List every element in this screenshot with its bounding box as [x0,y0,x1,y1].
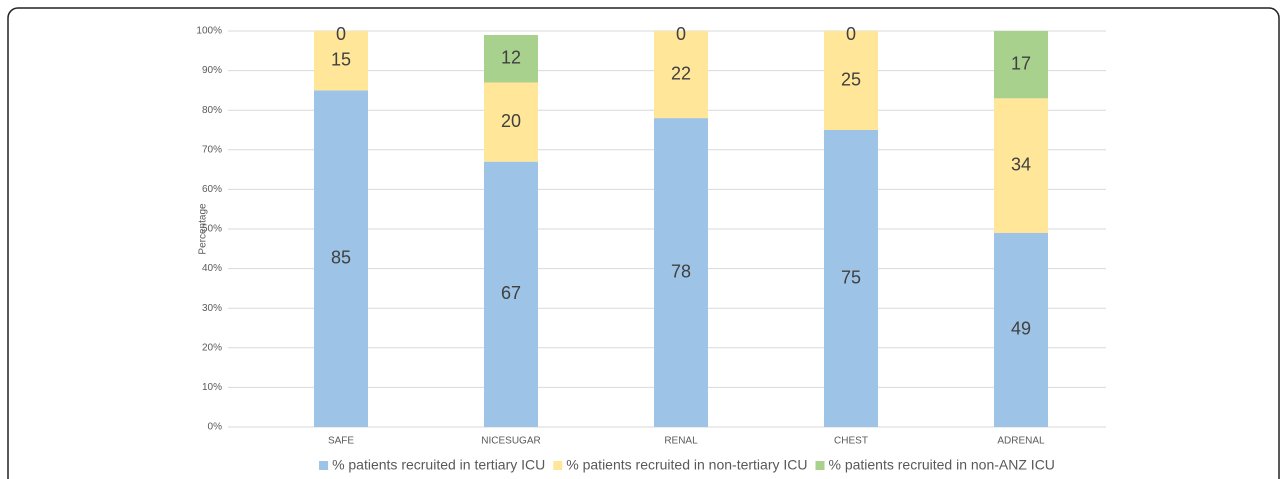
legend-label: % patients recruited in non-ANZ ICU [828,457,1054,473]
bar-segment [314,90,368,428]
legend-swatch [553,461,563,470]
y-tick-label: 60% [202,184,222,195]
bar-segment [314,31,368,91]
y-tick-label: 100% [196,26,222,37]
data-label: 85 [331,247,351,267]
data-label: 12 [501,47,521,67]
bar-segment [994,232,1048,427]
y-tick-label: 10% [202,382,222,393]
x-tick-label: CHEST [834,436,868,447]
bar-segment [654,118,708,428]
bar-segment [484,82,538,162]
legend-swatch [319,461,329,470]
legend-label: % patients recruited in non-tertiary ICU [566,457,807,473]
data-label: 0 [336,24,346,44]
data-label: 0 [676,24,686,44]
y-tick-label: 0% [208,422,223,433]
data-label: 20 [501,111,521,131]
data-label: 49 [1011,319,1031,339]
bar-segment [994,31,1048,99]
data-label: 0 [846,24,856,44]
bar-segment [654,31,708,119]
y-tick-label: 30% [202,303,222,314]
bar-segment [824,130,878,427]
bar-segment [994,98,1048,233]
y-tick-label: 90% [202,65,222,76]
data-label: 67 [501,283,521,303]
data-label: 25 [841,69,861,89]
bar-segment [824,31,878,130]
bar-segment [484,34,538,83]
y-axis-label: Percentage [198,203,209,255]
y-tick-label: 80% [202,105,222,116]
data-label: 78 [671,261,691,281]
x-tick-label: RENAL [664,436,698,447]
legend-swatch [815,461,825,470]
data-label: 75 [841,267,861,287]
legend-label: % patients recruited in tertiary ICU [332,457,545,473]
bar-segment [484,161,538,427]
y-tick-label: 70% [202,144,222,155]
x-tick-label: SAFE [328,436,354,447]
y-tick-label: 40% [202,263,222,274]
x-tick-label: ADRENAL [997,436,1045,447]
frame [7,7,1280,479]
data-label: 15 [331,49,351,69]
y-tick-label: 50% [202,224,222,235]
data-label: 17 [1011,53,1031,73]
x-tick-label: NICESUGAR [481,436,540,447]
data-label: 22 [671,63,691,83]
data-label: 34 [1011,154,1031,174]
y-tick-label: 20% [202,342,222,353]
